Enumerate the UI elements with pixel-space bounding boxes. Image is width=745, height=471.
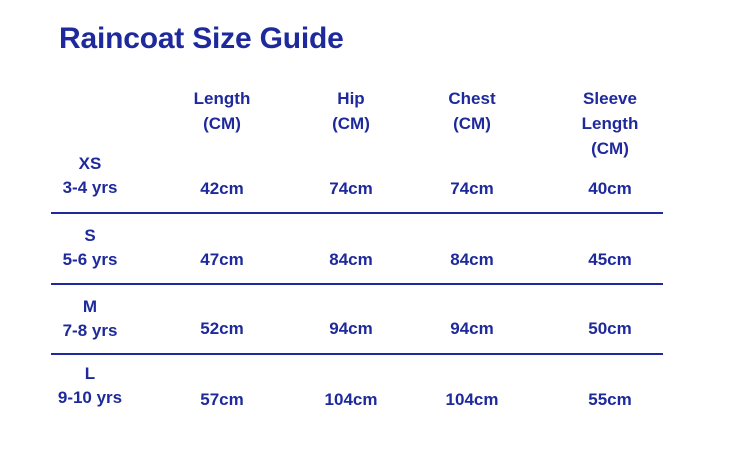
size-name: S [84,226,96,245]
column-header-hip: Hip (CM) [301,86,401,136]
column-header-line: Chest [448,89,496,108]
table-cell-chest: 74cm [450,179,494,198]
table-cell-hip: 104cm [324,390,378,409]
table-cell-hip: 94cm [329,319,373,338]
column-header-chest: Chest (CM) [422,86,522,136]
size-age: 7-8 yrs [62,321,118,340]
column-header-line: Length [581,114,639,133]
table-cell-sleeve-length: 40cm [588,179,632,198]
column-header-sleeve-length: Sleeve Length (CM) [560,86,660,161]
table-cell-chest: 104cm [445,390,499,409]
column-header-length: Length (CM) [172,86,272,136]
column-header-line: (CM) [591,139,629,158]
page-title: Raincoat Size Guide [59,22,344,55]
table-cell-length: 52cm [200,319,244,338]
table-cell-length: 42cm [200,179,244,198]
row-divider [51,353,663,355]
row-label-xs: XS 3-4 yrs [40,152,140,200]
size-name: M [82,297,98,316]
table-cell-length: 47cm [200,250,244,269]
size-name: L [84,364,96,383]
table-cell-hip: 84cm [329,250,373,269]
column-header-line: (CM) [203,114,241,133]
column-header-line: (CM) [332,114,370,133]
column-header-line: (CM) [453,114,491,133]
table-cell-chest: 84cm [450,250,494,269]
size-age: 9-10 yrs [57,388,123,407]
size-age: 5-6 yrs [62,250,118,269]
row-label-l: L 9-10 yrs [40,362,140,410]
column-header-line: Hip [337,89,365,108]
table-cell-length: 57cm [200,390,244,409]
table-cell-hip: 74cm [329,179,373,198]
column-header-line: Sleeve [583,89,637,108]
table-cell-chest: 94cm [450,319,494,338]
table-cell-sleeve-length: 50cm [588,319,632,338]
column-header-line: Length [193,89,251,108]
row-label-s: S 5-6 yrs [40,224,140,272]
table-cell-sleeve-length: 55cm [588,390,632,409]
size-age: 3-4 yrs [62,178,118,197]
table-cell-sleeve-length: 45cm [588,250,632,269]
row-label-m: M 7-8 yrs [40,295,140,343]
row-divider [51,212,663,214]
row-divider [51,283,663,285]
size-name: XS [78,154,102,173]
